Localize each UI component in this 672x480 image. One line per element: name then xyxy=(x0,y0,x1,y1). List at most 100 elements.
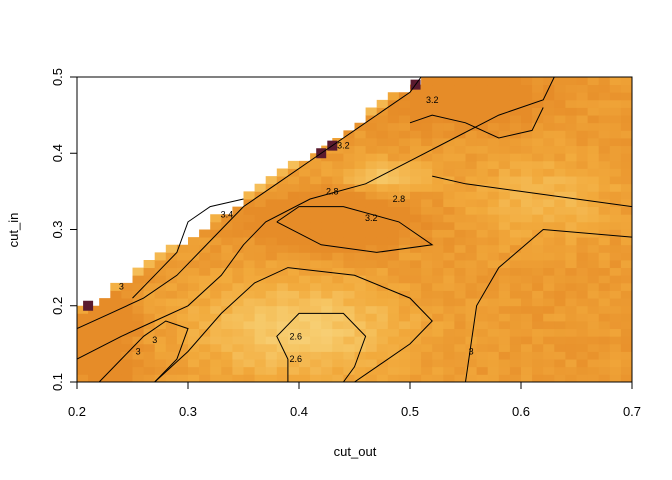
heatmap-cell xyxy=(299,267,311,276)
heatmap-cell xyxy=(199,305,211,314)
heatmap-cell xyxy=(176,374,189,383)
heatmap-cell xyxy=(476,328,489,337)
contour-label: 3 xyxy=(119,282,124,292)
heatmap-cell xyxy=(199,351,211,360)
heatmap-cell xyxy=(132,359,144,368)
heatmap-cell xyxy=(376,252,389,261)
heatmap-cell xyxy=(454,267,466,276)
heatmap-cell xyxy=(587,366,600,375)
heatmap-cell xyxy=(410,107,422,116)
heatmap-cell xyxy=(565,122,577,131)
heatmap-cell xyxy=(387,305,400,314)
heatmap-cell xyxy=(576,153,588,162)
heatmap-cell xyxy=(454,221,466,230)
heatmap-cell xyxy=(421,282,433,291)
heatmap-cell xyxy=(465,229,477,238)
heatmap-cell xyxy=(576,229,588,238)
heatmap-cell xyxy=(188,290,200,299)
heatmap-cell xyxy=(598,244,611,253)
heatmap-cell xyxy=(287,374,300,383)
heatmap-cell xyxy=(565,336,577,345)
heatmap-cell xyxy=(498,107,511,116)
heatmap-cell xyxy=(310,199,322,208)
contour-label: 3.2 xyxy=(365,213,378,223)
heatmap-cell xyxy=(254,221,267,230)
heatmap-cell xyxy=(276,168,289,177)
heatmap-cell xyxy=(299,282,311,291)
heatmap-cell xyxy=(343,221,355,230)
heatmap-cell xyxy=(432,366,444,375)
heatmap-cell xyxy=(465,99,477,108)
axes: 0.2 0.3 0.4 0.5 0.6 0.70.10.20.30.40.5 xyxy=(50,68,641,419)
heatmap-cell xyxy=(598,130,611,139)
contour-line xyxy=(465,228,633,383)
heatmap-cell xyxy=(310,176,322,185)
heatmap-cell xyxy=(476,138,489,147)
heatmap-cell xyxy=(210,260,222,269)
heatmap-cell xyxy=(254,206,267,215)
heatmap-cell xyxy=(321,199,333,208)
heatmap-cell xyxy=(210,290,222,299)
heatmap-cell xyxy=(176,290,189,299)
heatmap-cell xyxy=(521,92,533,101)
heatmap-cell xyxy=(254,267,267,276)
heatmap-cell xyxy=(443,351,455,360)
heatmap-cell xyxy=(587,176,600,185)
heatmap-cell xyxy=(587,145,600,154)
contour-line xyxy=(276,206,434,253)
heatmap-cell xyxy=(398,99,411,108)
heatmap-cell xyxy=(576,305,588,314)
heatmap-cell xyxy=(576,298,588,307)
heatmap-cell xyxy=(521,321,533,330)
heatmap-cell xyxy=(543,115,555,124)
heatmap-cell xyxy=(509,229,522,238)
heatmap-cell xyxy=(221,221,233,230)
heatmap-cell xyxy=(154,313,167,322)
heatmap-cell xyxy=(99,336,111,345)
heatmap-cell xyxy=(332,176,344,185)
heatmap-cell xyxy=(154,260,167,269)
heatmap-cell xyxy=(432,260,444,269)
heatmap-cell xyxy=(565,305,577,314)
heatmap-cell xyxy=(432,343,444,352)
heatmap-cell xyxy=(254,343,267,352)
heatmap-cell xyxy=(465,115,477,124)
heatmap-cell xyxy=(299,168,311,177)
heatmap-cell xyxy=(354,168,366,177)
heatmap-cell xyxy=(532,138,544,147)
heatmap-cell xyxy=(376,336,389,345)
heatmap-cell xyxy=(532,183,544,192)
heatmap-cell xyxy=(554,244,566,253)
heatmap-cell xyxy=(521,206,533,215)
heatmap-cell xyxy=(121,298,133,307)
heatmap-cell xyxy=(77,313,89,322)
heatmap-cell xyxy=(521,160,533,169)
heatmap-cell xyxy=(99,321,111,330)
heatmap-cell xyxy=(232,336,244,345)
heatmap-cell xyxy=(354,138,366,147)
heatmap-cell xyxy=(620,290,633,299)
heatmap-cell xyxy=(410,191,422,200)
heatmap-cell xyxy=(443,252,455,261)
heatmap-cell xyxy=(398,366,411,375)
heatmap-cell xyxy=(598,145,611,154)
heatmap-cell xyxy=(243,237,255,246)
heatmap-cell xyxy=(410,130,422,139)
heatmap-cell xyxy=(354,199,366,208)
heatmap-cell xyxy=(554,328,566,337)
heatmap-cell xyxy=(620,328,633,337)
heatmap-cell xyxy=(432,267,444,276)
heatmap-cell xyxy=(276,374,289,383)
heatmap-cell xyxy=(132,343,144,352)
heatmap-cell xyxy=(99,359,111,368)
heatmap-cell xyxy=(299,237,311,246)
heatmap-cell xyxy=(310,160,322,169)
heatmap-cell xyxy=(543,313,555,322)
heatmap-cell xyxy=(132,267,144,276)
heatmap-cell xyxy=(199,336,211,345)
heatmap-cell xyxy=(332,343,344,352)
heatmap-cell xyxy=(554,191,566,200)
heatmap-cell xyxy=(410,321,422,330)
heatmap-cell xyxy=(543,366,555,375)
heatmap-cell xyxy=(299,336,311,345)
